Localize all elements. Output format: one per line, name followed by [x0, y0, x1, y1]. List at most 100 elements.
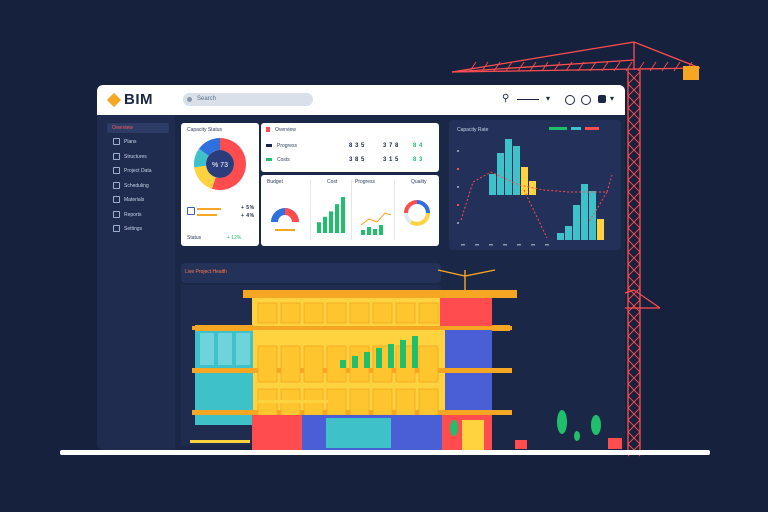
- divider: [394, 180, 395, 240]
- chevron-down-icon[interactable]: ▾: [546, 94, 551, 103]
- building-window: [303, 302, 324, 324]
- user-icon[interactable]: [598, 95, 606, 103]
- building-bar: [352, 356, 358, 368]
- sidebar-item-label: Project Data: [124, 168, 152, 174]
- database-icon: [113, 167, 120, 175]
- chart-bar-phase-a-1: [497, 153, 504, 195]
- building-window: [280, 345, 301, 383]
- quality-title: Quality: [411, 179, 427, 185]
- quality-ring-red: [404, 200, 418, 214]
- donut-slice-3: [198, 138, 220, 156]
- legend-red: [585, 127, 599, 130]
- help-icon[interactable]: [565, 95, 575, 105]
- trend-line: [588, 191, 608, 223]
- user-menu-chevron-icon[interactable]: ▾: [610, 94, 615, 103]
- sidebar-item-label: Settings: [124, 226, 143, 232]
- x-tick: [531, 244, 535, 246]
- chart-bar-phase-a-0: [489, 174, 496, 195]
- sidebar: Overview Plans Structures Project Data Sche…: [97, 115, 175, 450]
- sidebar-item-project-data[interactable]: Project Data: [113, 166, 173, 176]
- chart-bar-phase-a-4: [521, 167, 528, 195]
- legend-teal: [571, 127, 581, 130]
- capacity-chart-panel: Capacity Rate: [449, 120, 621, 250]
- y-tick: [457, 150, 459, 152]
- sidebar-item-label: Structures: [124, 153, 147, 160]
- x-tick: [461, 244, 465, 246]
- chart-title: Capacity Rate: [457, 127, 489, 133]
- progress-bar: [379, 225, 383, 235]
- building-window: [418, 345, 439, 383]
- quality-ring-blue: [416, 200, 430, 214]
- app-window: BIM Search ⚲ ▾ ▾ Overview Plans Structure…: [97, 85, 625, 450]
- side-window: [200, 333, 214, 365]
- divider: [310, 180, 311, 240]
- building-bar: [340, 360, 346, 368]
- donut-slice-1: [194, 165, 216, 189]
- sidebar-item-label: Materials: [124, 197, 145, 203]
- progress-bar-2: [197, 214, 217, 216]
- status-label: Status: [187, 235, 202, 241]
- search-icon[interactable]: ⚲: [502, 93, 510, 104]
- sidebar-item-materials[interactable]: Materials: [113, 195, 173, 205]
- building-window: [418, 302, 439, 324]
- bar-value-2: + 4%: [241, 213, 255, 219]
- building-window: [395, 302, 416, 324]
- table-cell: 8 3 5: [349, 143, 365, 149]
- chart-bar-phase-b-4: [589, 191, 596, 240]
- budget-value: Cost: [327, 179, 338, 185]
- x-tick: [517, 244, 521, 246]
- mini-bar: [323, 216, 327, 233]
- chart-icon: [113, 210, 120, 218]
- sidebar-item-scheduling[interactable]: Scheduling: [113, 181, 173, 191]
- row-icon: [266, 158, 272, 161]
- sidebar-item-reports[interactable]: Reports: [113, 210, 173, 220]
- y-tick: [457, 186, 459, 188]
- top-bar: BIM Search ⚲ ▾ ▾: [97, 85, 625, 115]
- progress-line: [360, 212, 392, 226]
- overview-icon: [266, 127, 270, 132]
- capacity-bar-chart: [457, 139, 613, 246]
- divider: [351, 180, 352, 240]
- progress-bar-1: [197, 208, 221, 210]
- notification-icon[interactable]: [581, 95, 591, 105]
- sidebar-header[interactable]: Overview: [107, 123, 169, 133]
- building-window: [326, 302, 347, 324]
- table-cell: 3 1 5: [383, 157, 399, 163]
- side-window: [218, 333, 232, 365]
- menu-icon[interactable]: [517, 99, 539, 100]
- sidebar-item-label: Reports: [124, 211, 142, 218]
- budget-title: Budget: [267, 179, 283, 185]
- x-tick: [489, 244, 493, 246]
- building-window: [349, 302, 370, 324]
- trend-line: [523, 189, 548, 239]
- mini-bar: [329, 211, 333, 233]
- chart-bar-phase-a-3: [513, 146, 520, 195]
- health-title: Live Project Health: [185, 269, 227, 275]
- progress-bar: [373, 229, 377, 235]
- shield-icon: [187, 207, 195, 215]
- calendar-icon: [113, 181, 120, 189]
- box-icon: [113, 196, 120, 204]
- chart-bar-phase-a-2: [505, 139, 512, 195]
- health-panel-header: Live Project Health: [181, 263, 441, 283]
- building-bar: [412, 336, 418, 368]
- x-tick: [545, 244, 549, 246]
- building-bar: [388, 344, 394, 368]
- table-cell: 3 8 5: [349, 157, 365, 163]
- sidebar-item-structures[interactable]: Structures: [113, 152, 173, 162]
- sidebar-item-label: Plans: [124, 139, 137, 145]
- search-field-icon: [187, 97, 192, 102]
- bar-value-1: + 5%: [241, 205, 255, 211]
- overview-title: Overview: [275, 127, 296, 133]
- y-tick: [457, 222, 459, 224]
- mini-bar: [317, 222, 321, 233]
- progress-bar: [367, 227, 371, 235]
- capacity-card: Capacity Status % 73 + 5% + 4% Status + …: [181, 123, 259, 246]
- table-cell: 3 7 8: [383, 143, 399, 149]
- progress-title: Progress: [355, 179, 376, 185]
- sidebar-item-settings[interactable]: Settings: [113, 224, 173, 234]
- layers-icon: [113, 152, 120, 160]
- search-input[interactable]: Search: [183, 93, 313, 106]
- building-window: [372, 302, 393, 324]
- sidebar-item-plans[interactable]: Plans: [113, 137, 173, 147]
